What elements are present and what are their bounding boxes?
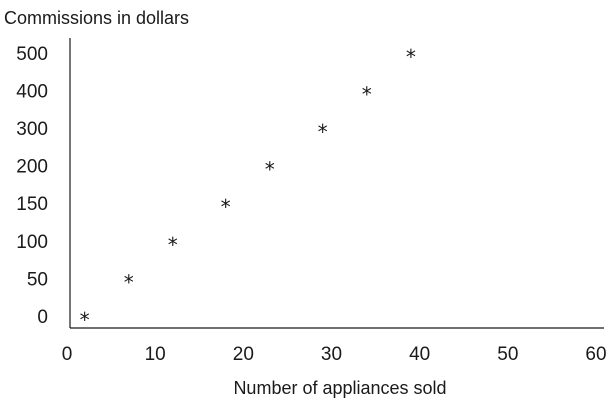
y-tick-label: 100 <box>16 232 48 253</box>
x-tick-label: 50 <box>497 344 518 365</box>
x-axis-title: Number of appliances sold <box>233 378 446 398</box>
x-tick-labels: 0 10 20 30 40 50 60 <box>62 344 607 365</box>
y-tick-label: 150 <box>16 194 48 215</box>
x-tick-label: 60 <box>585 344 606 365</box>
data-point: * <box>264 158 276 182</box>
y-tick-label: 300 <box>16 119 48 140</box>
data-points: * * * * * * * * <box>79 45 417 332</box>
y-tick-label: 200 <box>16 157 48 178</box>
x-tick-label: 20 <box>233 344 254 365</box>
x-tick-label: 0 <box>62 344 73 365</box>
data-point: * <box>361 82 373 106</box>
y-tick-label: 0 <box>37 307 48 328</box>
y-axis-title: Commissions in dollars <box>4 8 189 28</box>
data-point: * <box>123 270 135 294</box>
data-point: * <box>317 120 329 144</box>
y-tick-label: 50 <box>27 269 48 290</box>
y-tick-labels: 0 50 100 150 200 300 400 500 <box>16 44 48 328</box>
data-point: * <box>167 233 179 257</box>
x-tick-label: 30 <box>321 344 342 365</box>
x-tick-label: 40 <box>409 344 430 365</box>
data-point: * <box>220 195 232 219</box>
y-tick-label: 400 <box>16 81 48 102</box>
x-tick-label: 10 <box>145 344 166 365</box>
data-point: * <box>79 308 91 332</box>
y-tick-label: 500 <box>16 44 48 65</box>
data-point: * <box>405 45 417 69</box>
